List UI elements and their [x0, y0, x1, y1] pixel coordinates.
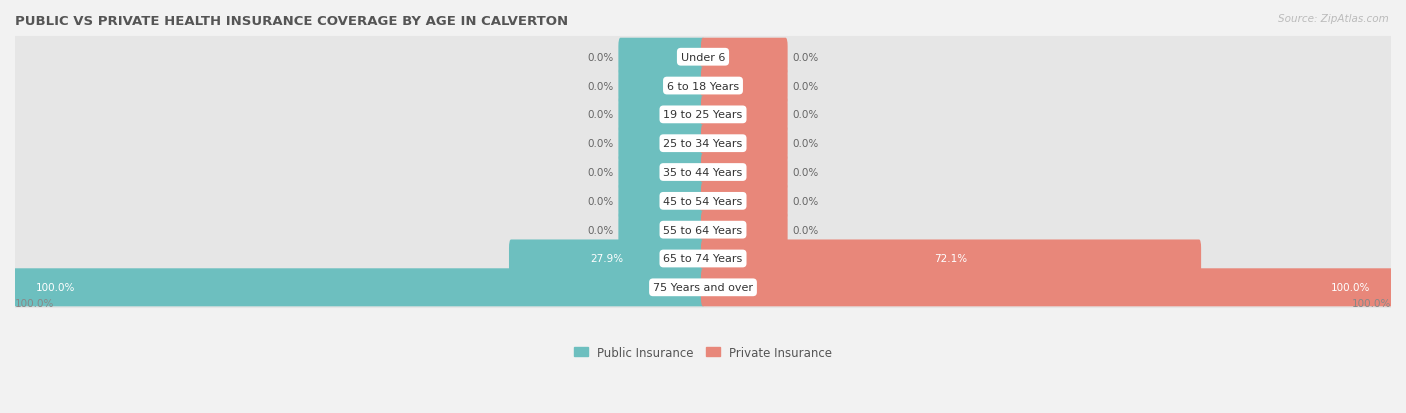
FancyBboxPatch shape: [702, 38, 787, 76]
FancyBboxPatch shape: [10, 95, 1396, 136]
Text: 35 to 44 Years: 35 to 44 Years: [664, 168, 742, 178]
FancyBboxPatch shape: [702, 154, 787, 192]
FancyBboxPatch shape: [13, 268, 704, 306]
FancyBboxPatch shape: [702, 125, 787, 163]
FancyBboxPatch shape: [509, 240, 704, 278]
FancyBboxPatch shape: [619, 183, 704, 220]
Text: 0.0%: 0.0%: [588, 139, 613, 149]
FancyBboxPatch shape: [10, 123, 1396, 164]
Text: 6 to 18 Years: 6 to 18 Years: [666, 81, 740, 91]
FancyBboxPatch shape: [702, 240, 1201, 278]
FancyBboxPatch shape: [10, 152, 1396, 193]
Text: 100.0%: 100.0%: [1351, 298, 1391, 309]
Text: 19 to 25 Years: 19 to 25 Years: [664, 110, 742, 120]
FancyBboxPatch shape: [702, 268, 1393, 306]
FancyBboxPatch shape: [702, 211, 787, 249]
Legend: Public Insurance, Private Insurance: Public Insurance, Private Insurance: [569, 341, 837, 363]
Text: 0.0%: 0.0%: [793, 110, 818, 120]
Text: 55 to 64 Years: 55 to 64 Years: [664, 225, 742, 235]
Text: 0.0%: 0.0%: [793, 81, 818, 91]
Text: 27.9%: 27.9%: [591, 254, 624, 264]
Text: 0.0%: 0.0%: [793, 196, 818, 206]
Text: 75 Years and over: 75 Years and over: [652, 282, 754, 292]
Text: 0.0%: 0.0%: [793, 225, 818, 235]
Text: Source: ZipAtlas.com: Source: ZipAtlas.com: [1278, 14, 1389, 24]
Text: 65 to 74 Years: 65 to 74 Years: [664, 254, 742, 264]
FancyBboxPatch shape: [619, 211, 704, 249]
FancyBboxPatch shape: [10, 209, 1396, 251]
FancyBboxPatch shape: [619, 154, 704, 192]
FancyBboxPatch shape: [10, 238, 1396, 280]
Text: 0.0%: 0.0%: [588, 225, 613, 235]
Text: 0.0%: 0.0%: [588, 196, 613, 206]
FancyBboxPatch shape: [619, 125, 704, 163]
Text: 100.0%: 100.0%: [1331, 282, 1371, 292]
Text: PUBLIC VS PRIVATE HEALTH INSURANCE COVERAGE BY AGE IN CALVERTON: PUBLIC VS PRIVATE HEALTH INSURANCE COVER…: [15, 15, 568, 28]
FancyBboxPatch shape: [619, 96, 704, 134]
FancyBboxPatch shape: [619, 38, 704, 76]
FancyBboxPatch shape: [10, 37, 1396, 78]
Text: 0.0%: 0.0%: [588, 110, 613, 120]
FancyBboxPatch shape: [10, 267, 1396, 309]
Text: 0.0%: 0.0%: [588, 52, 613, 63]
Text: 0.0%: 0.0%: [793, 168, 818, 178]
FancyBboxPatch shape: [702, 67, 787, 105]
FancyBboxPatch shape: [702, 183, 787, 220]
Text: 0.0%: 0.0%: [588, 81, 613, 91]
FancyBboxPatch shape: [702, 96, 787, 134]
Text: 72.1%: 72.1%: [935, 254, 967, 264]
FancyBboxPatch shape: [10, 66, 1396, 107]
Text: 0.0%: 0.0%: [588, 168, 613, 178]
Text: 100.0%: 100.0%: [15, 298, 55, 309]
Text: Under 6: Under 6: [681, 52, 725, 63]
Text: 100.0%: 100.0%: [35, 282, 75, 292]
FancyBboxPatch shape: [619, 67, 704, 105]
Text: 0.0%: 0.0%: [793, 52, 818, 63]
FancyBboxPatch shape: [10, 180, 1396, 222]
Text: 25 to 34 Years: 25 to 34 Years: [664, 139, 742, 149]
Text: 0.0%: 0.0%: [793, 139, 818, 149]
Text: 45 to 54 Years: 45 to 54 Years: [664, 196, 742, 206]
